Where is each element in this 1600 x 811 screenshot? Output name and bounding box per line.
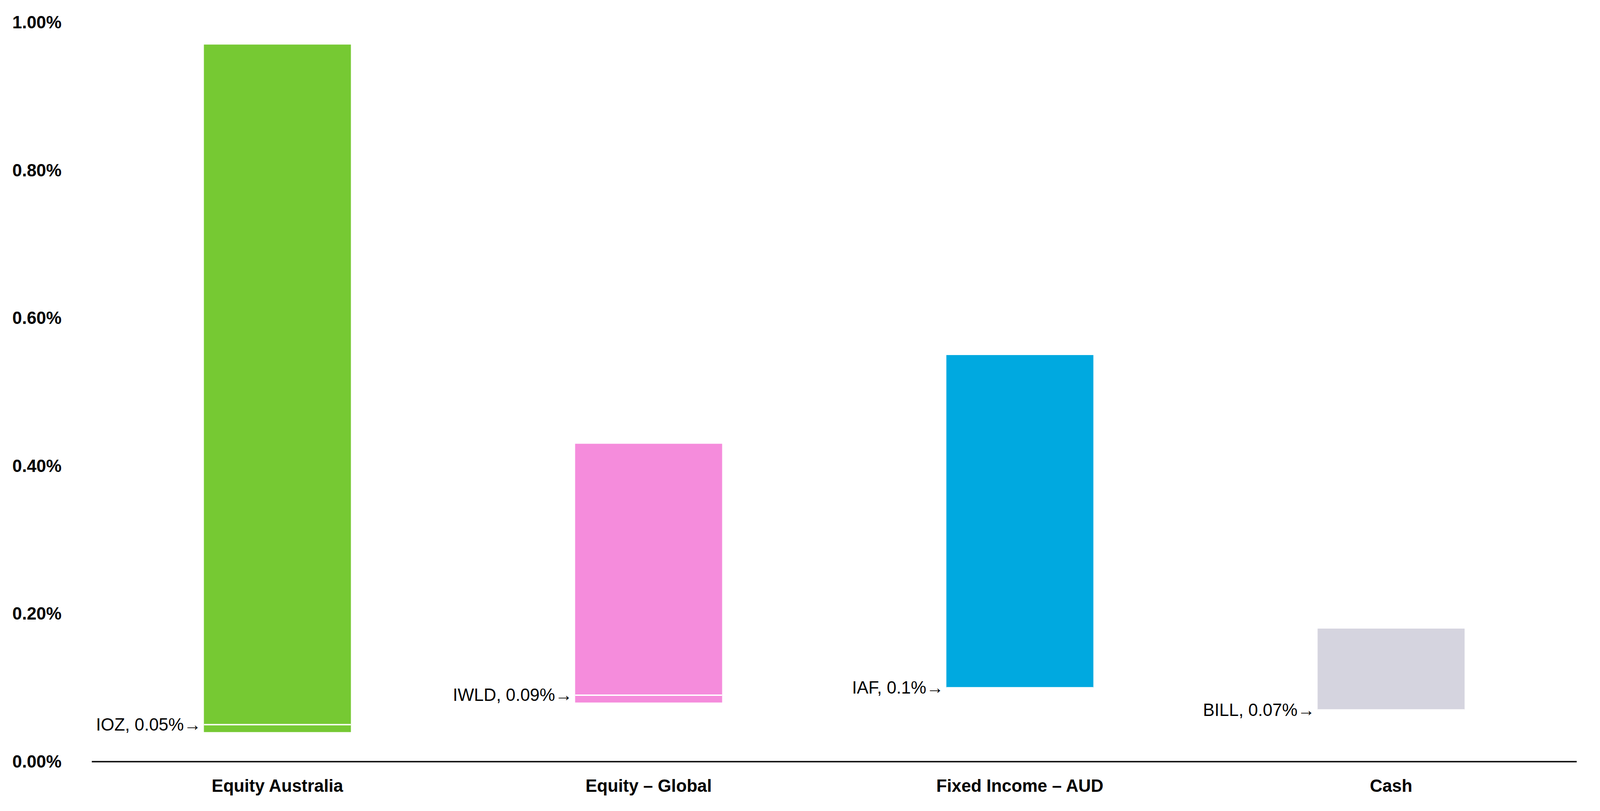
x-tick-label: Equity Australia — [211, 775, 344, 795]
y-tick-label: 0.80% — [12, 160, 62, 180]
chart-root: 0.00% 0.20% 0.40% 0.60% 0.80% 1.00% IOZ, 0.05%… — [0, 0, 1600, 811]
y-tick-label: 1.00% — [12, 12, 62, 32]
x-axis-line — [91, 760, 1577, 763]
x-tick-label: Cash — [1369, 775, 1413, 795]
marker-line — [946, 686, 1094, 689]
y-tick-label: 0.40% — [12, 456, 62, 476]
marker-line — [1317, 708, 1465, 711]
bars — [204, 44, 1465, 732]
range-bar — [204, 44, 352, 732]
marker-line — [575, 694, 723, 696]
annotation-label: BILL, 0.07%→ — [1202, 700, 1315, 720]
x-tick-label: Equity – Global — [585, 775, 712, 795]
y-tick-label: 0.20% — [12, 603, 62, 623]
annotation-label: IOZ, 0.05%→ — [95, 714, 201, 734]
y-tick-label: 0.60% — [12, 308, 62, 328]
chart-svg: 0.00% 0.20% 0.40% 0.60% 0.80% 1.00% IOZ, 0.05%… — [0, 0, 1600, 811]
range-bar — [575, 443, 723, 702]
x-tick-label: Fixed Income – AUD — [936, 775, 1104, 795]
marker-line — [204, 723, 352, 726]
range-bar — [946, 354, 1094, 688]
range-bar — [1317, 628, 1465, 710]
y-tick-label: 0.00% — [12, 751, 62, 771]
annotation-label: IWLD, 0.09%→ — [452, 684, 573, 705]
annotation-label: IAF, 0.1%→ — [852, 677, 944, 697]
